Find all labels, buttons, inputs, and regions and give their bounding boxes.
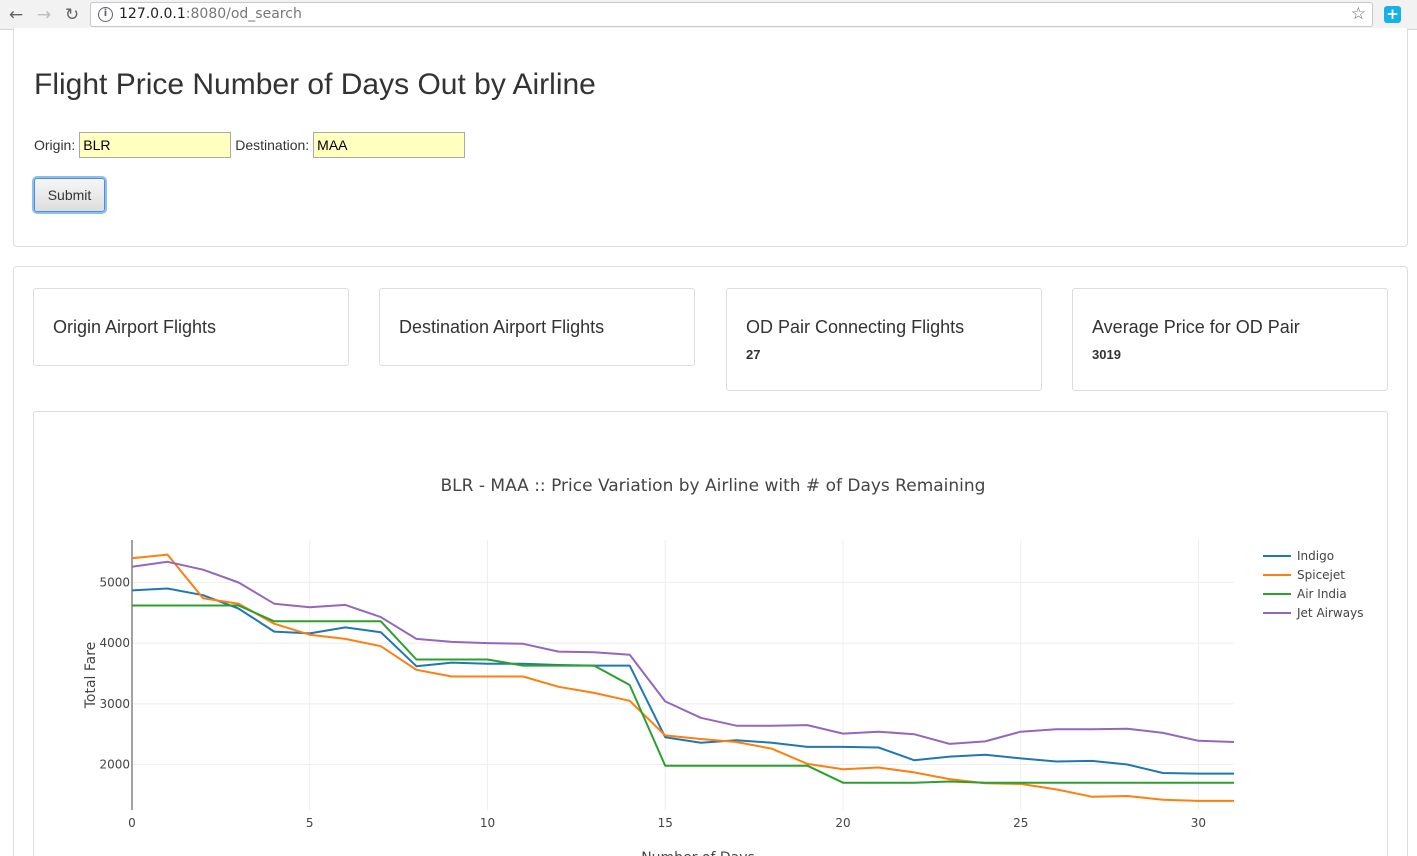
od-search-form: Origin: Destination: — [34, 132, 469, 158]
card-origin-airport-flights: Origin Airport Flights — [33, 288, 349, 366]
address-bar[interactable]: i 127.0.0.1:8080/od_search ☆ — [90, 2, 1373, 27]
price-chart-container: BLR - MAA :: Price Variation by Airline … — [33, 411, 1388, 856]
card-value: 27 — [746, 347, 761, 362]
x-tick-label: 20 — [835, 816, 850, 830]
results-panel: Origin Airport Flights Destination Airpo… — [13, 266, 1408, 856]
y-tick-label: 2000 — [99, 757, 130, 771]
chart-title: BLR - MAA :: Price Variation by Airline … — [441, 476, 986, 496]
back-icon[interactable]: ← — [8, 5, 24, 25]
card-title: Average Price for OD Pair — [1092, 317, 1300, 337]
y-axis-label: Total Fare — [83, 642, 99, 710]
browser-toolbar: ← → ↻ i 127.0.0.1:8080/od_search ☆ + — [0, 0, 1417, 30]
url-path: :8080/od_search — [185, 6, 302, 22]
url-host: 127.0.0.1 — [119, 6, 186, 22]
card-title: Origin Airport Flights — [53, 317, 217, 337]
extension-icon[interactable]: + — [1384, 6, 1401, 23]
x-tick-label: 30 — [1191, 816, 1206, 830]
x-axis-label: Number of Days — [641, 850, 755, 856]
search-panel: Flight Price Number of Days Out by Airli… — [13, 28, 1408, 247]
y-tick-label: 3000 — [99, 697, 130, 711]
origin-label: Origin: — [34, 137, 76, 153]
series-line-indigo[interactable] — [131, 587, 1234, 775]
series-line-jet-airways[interactable] — [131, 560, 1235, 745]
series-line-spicejet[interactable] — [131, 553, 1234, 802]
forward-icon[interactable]: → — [36, 5, 52, 25]
card-value: 3019 — [1092, 347, 1121, 362]
series-line-air-india[interactable] — [132, 604, 1234, 784]
card-title: OD Pair Connecting Flights — [746, 317, 965, 337]
page-title: Flight Price Number of Days Out by Airli… — [34, 68, 596, 101]
legend-item-jet-airways[interactable]: Jet Airways — [1296, 606, 1363, 620]
origin-input[interactable] — [79, 132, 232, 158]
y-tick-label: 4000 — [99, 636, 130, 650]
destination-input[interactable] — [313, 132, 466, 158]
card-average-price-od-pair: Average Price for OD Pair 3019 — [1072, 288, 1388, 391]
legend-item-spicejet[interactable]: Spicejet — [1297, 568, 1345, 582]
card-title: Destination Airport Flights — [399, 317, 605, 337]
x-tick-label: 0 — [128, 816, 136, 830]
info-icon[interactable]: i — [98, 7, 113, 22]
submit-button[interactable]: Submit — [34, 178, 105, 212]
legend-item-air-india[interactable]: Air India — [1297, 587, 1347, 601]
x-tick-label: 10 — [480, 816, 495, 830]
price-variation-chart[interactable]: BLR - MAA :: Price Variation by Airline … — [34, 412, 1389, 856]
x-tick-label: 5 — [306, 816, 314, 830]
reload-icon[interactable]: ↻ — [64, 5, 80, 25]
card-destination-airport-flights: Destination Airport Flights — [379, 288, 695, 366]
bookmark-star-icon[interactable]: ☆ — [1350, 4, 1366, 24]
destination-label: Destination: — [235, 137, 310, 153]
x-tick-label: 15 — [658, 816, 673, 830]
y-tick-label: 5000 — [99, 575, 130, 589]
legend-item-indigo[interactable]: Indigo — [1297, 549, 1334, 563]
x-tick-label: 25 — [1013, 816, 1028, 830]
url-text[interactable]: 127.0.0.1:8080/od_search — [119, 6, 302, 23]
card-od-pair-connecting-flights: OD Pair Connecting Flights 27 — [726, 288, 1042, 391]
